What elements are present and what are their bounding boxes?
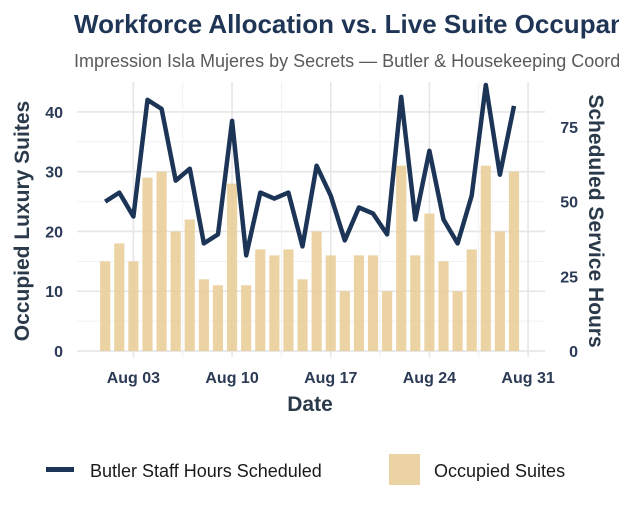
- y2-axis-title: Scheduled Service Hours: [584, 94, 607, 347]
- y-tick-label: 10: [45, 284, 63, 301]
- legend: Butler Staff Hours Scheduled Occupied Su…: [46, 454, 565, 485]
- bar-occupied-suites: [170, 231, 181, 352]
- bar-series-occupied-suites: [100, 165, 520, 352]
- legend-swatch-hours: [46, 467, 74, 472]
- bar-occupied-suites: [184, 219, 195, 352]
- bar-occupied-suites: [466, 249, 477, 352]
- y2-tick-label: 50: [560, 195, 578, 212]
- bar-occupied-suites: [508, 171, 520, 352]
- legend-label-hours: Butler Staff Hours Scheduled: [90, 461, 322, 481]
- bar-occupied-suites: [311, 231, 322, 352]
- bar-occupied-suites: [382, 291, 393, 352]
- y-tick-label: 40: [45, 105, 63, 122]
- legend-swatch-suites: [389, 454, 420, 485]
- line-butler-hours: [103, 82, 517, 258]
- bar-occupied-suites: [297, 279, 308, 352]
- bar-occupied-suites: [424, 213, 435, 352]
- x-axis-title: Date: [287, 393, 333, 416]
- bar-occupied-suites: [396, 165, 407, 352]
- bar-occupied-suites: [367, 255, 379, 352]
- bar-occupied-suites: [255, 249, 266, 352]
- x-tick-label: Aug 31: [501, 370, 554, 387]
- chart-title: Workforce Allocation vs. Live Suite Occu…: [74, 9, 619, 39]
- y2-tick-label: 0: [569, 344, 578, 361]
- y-tick-label: 20: [45, 224, 63, 241]
- bar-occupied-suites: [353, 255, 365, 352]
- bar-occupied-suites: [128, 261, 139, 352]
- bar-occupied-suites: [212, 285, 224, 352]
- bar-occupied-suites: [100, 261, 111, 352]
- bar-occupied-suites: [156, 171, 167, 352]
- y-axis-title: Occupied Luxury Suites: [11, 101, 34, 341]
- y2-tick-label: 75: [560, 120, 578, 137]
- y2-tick-label: 25: [560, 269, 578, 286]
- bar-occupied-suites: [241, 285, 252, 352]
- legend-label-suites: Occupied Suites: [434, 461, 565, 481]
- x-tick-label: Aug 03: [107, 370, 160, 387]
- axis-ticks: 0 10 20 30 40 0 25 50 75 Aug 03 Aug 10 Aug 17 Aug 24…: [45, 105, 578, 387]
- bar-occupied-suites: [438, 261, 449, 352]
- bar-occupied-suites: [198, 279, 209, 352]
- bar-occupied-suites: [452, 291, 463, 352]
- x-tick-label: Aug 17: [304, 370, 357, 387]
- bar-occupied-suites: [269, 255, 280, 352]
- y-tick-label: 0: [54, 344, 63, 361]
- y-tick-label: 30: [45, 165, 63, 182]
- bar-occupied-suites: [283, 249, 294, 352]
- x-tick-label: Aug 10: [205, 370, 258, 387]
- chart-subtitle: Impression Isla Mujeres by Secrets — But…: [74, 51, 619, 71]
- bar-occupied-suites: [226, 183, 238, 352]
- line-series-butler-hours: [103, 82, 517, 258]
- bar-occupied-suites: [325, 255, 336, 352]
- bar-occupied-suites: [142, 177, 153, 352]
- bar-occupied-suites: [410, 255, 421, 352]
- bar-occupied-suites: [480, 165, 491, 352]
- bar-occupied-suites: [339, 291, 350, 352]
- bar-occupied-suites: [494, 231, 505, 352]
- x-tick-label: Aug 24: [403, 370, 456, 387]
- bar-occupied-suites: [114, 243, 125, 352]
